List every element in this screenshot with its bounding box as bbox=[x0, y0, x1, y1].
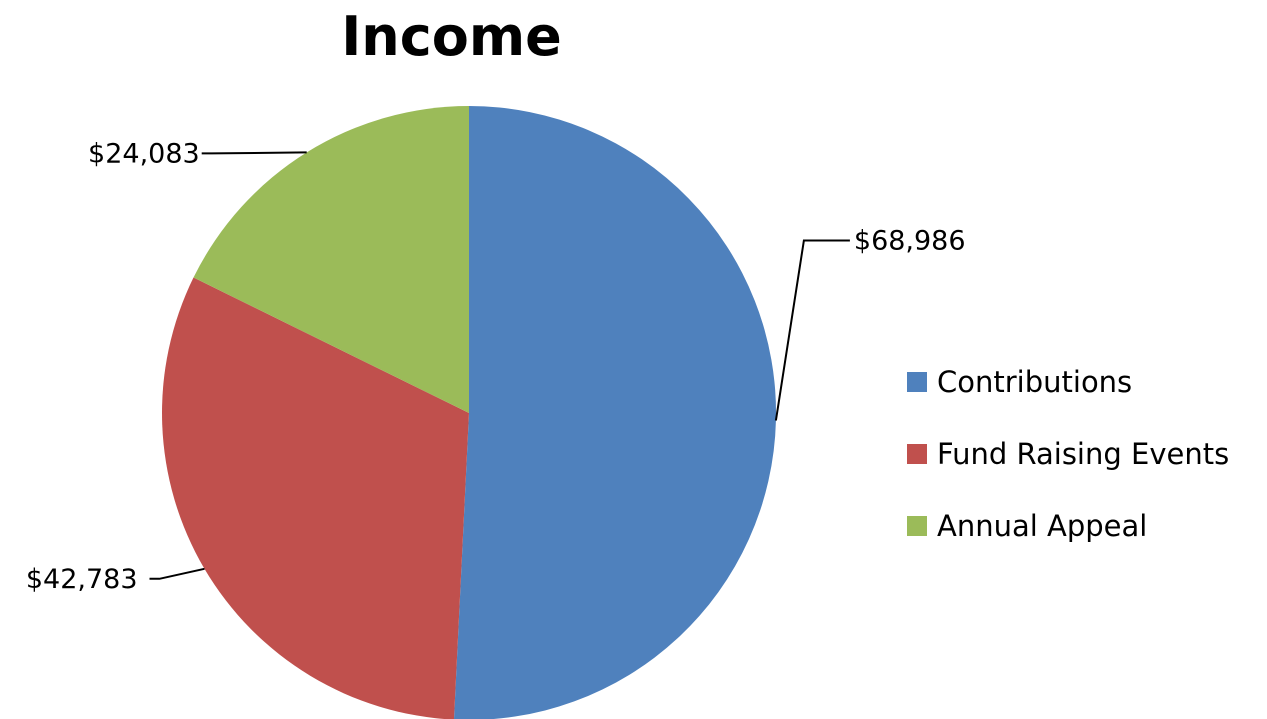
pie-slice-contributions bbox=[453, 106, 776, 719]
data-label-fund-raising-events: $42,783 bbox=[26, 564, 138, 595]
legend-swatch-fund-raising-events bbox=[907, 444, 927, 464]
pie-slice-fund-raising-events bbox=[162, 277, 469, 719]
chart-title: Income bbox=[341, 5, 562, 68]
leader-line-contributions bbox=[774, 239, 850, 421]
pie-slice-annual-appeal bbox=[193, 105, 469, 413]
data-label-annual-appeal: $24,083 bbox=[88, 138, 200, 169]
legend-swatch-contributions bbox=[907, 372, 927, 392]
legend-label-fund-raising-events: Fund Raising Events bbox=[937, 437, 1230, 471]
legend-label-annual-appeal: Annual Appeal bbox=[937, 509, 1148, 543]
legend-swatch-annual-appeal bbox=[907, 516, 927, 536]
legend-item-contributions: Contributions bbox=[907, 346, 1262, 418]
legend: Contributions Fund Raising Events Annual… bbox=[907, 346, 1262, 562]
legend-label-contributions: Contributions bbox=[937, 365, 1133, 399]
data-label-contributions: $68,986 bbox=[854, 226, 966, 257]
legend-item-annual-appeal: Annual Appeal bbox=[907, 490, 1262, 562]
leader-line-annual-appeal bbox=[201, 151, 307, 155]
leader-line-fund-raising-events bbox=[149, 567, 205, 580]
legend-item-fund-raising-events: Fund Raising Events bbox=[907, 418, 1262, 490]
